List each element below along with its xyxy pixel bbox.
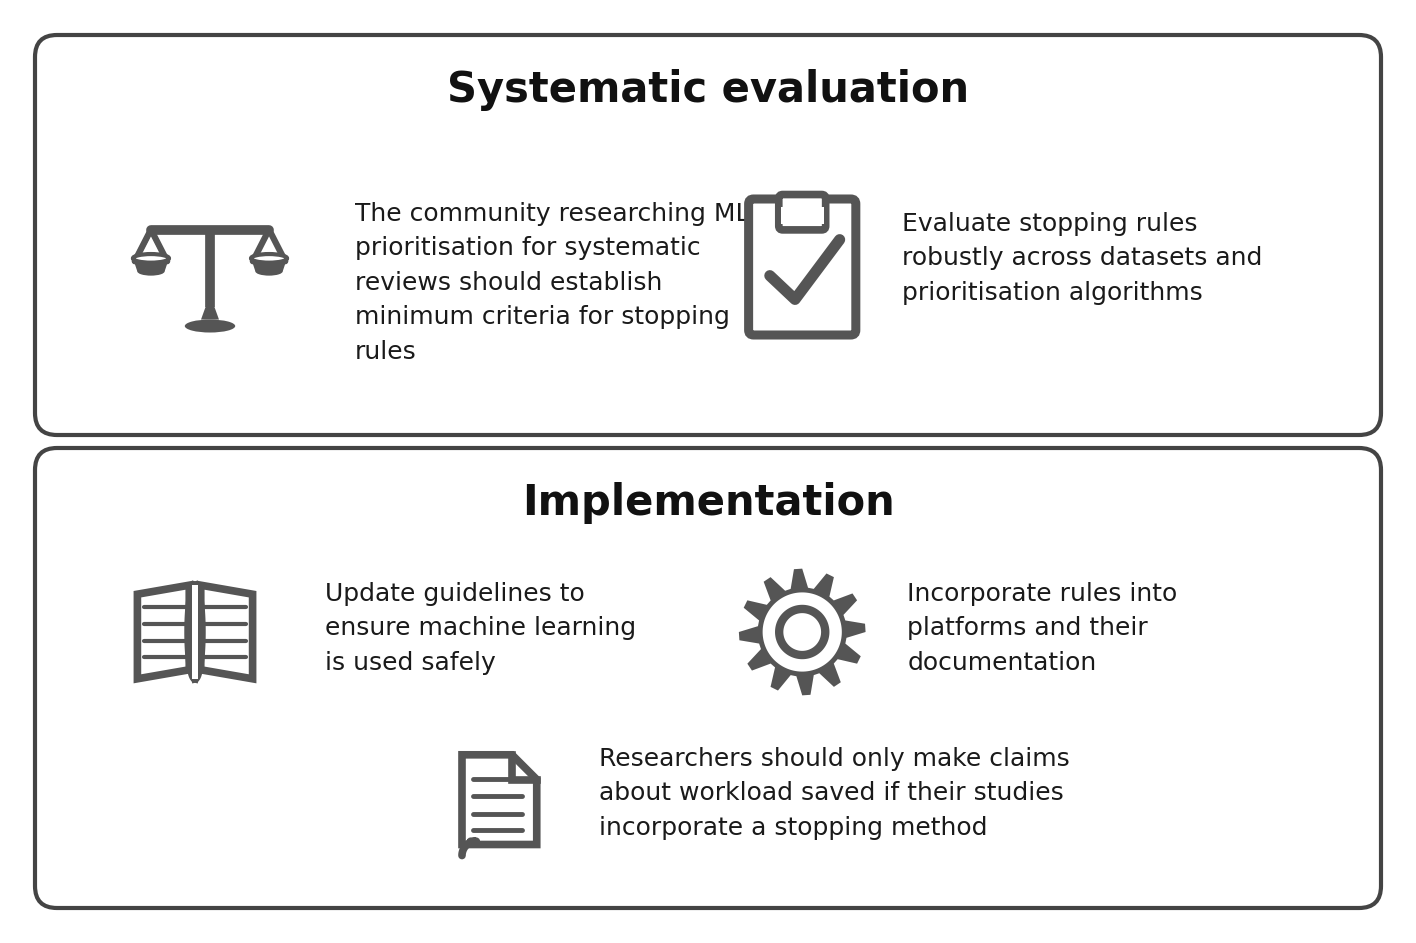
Ellipse shape (133, 254, 169, 263)
Bar (780, 207, 824, 223)
Text: Implementation: Implementation (521, 482, 895, 524)
Text: Incorporate rules into
platforms and their
documentation: Incorporate rules into platforms and the… (908, 582, 1178, 675)
Polygon shape (133, 258, 169, 272)
Polygon shape (462, 754, 537, 845)
Text: Researchers should only make claims
about workload saved if their studies
incorp: Researchers should only make claims abou… (599, 747, 1070, 839)
Bar (191, 586, 198, 679)
FancyBboxPatch shape (749, 199, 855, 335)
Ellipse shape (255, 267, 283, 275)
Polygon shape (763, 592, 843, 671)
Ellipse shape (137, 267, 164, 275)
Polygon shape (201, 586, 252, 679)
FancyBboxPatch shape (779, 194, 826, 230)
Ellipse shape (251, 254, 287, 263)
Polygon shape (251, 258, 287, 272)
Polygon shape (739, 569, 865, 695)
Text: The community researching ML-
prioritisation for systematic
reviews should estab: The community researching ML- prioritisa… (355, 202, 758, 364)
Text: Update guidelines to
ensure machine learning
is used safely: Update guidelines to ensure machine lear… (326, 582, 636, 675)
Text: Evaluate stopping rules
robustly across datasets and
prioritisation algorithms: Evaluate stopping rules robustly across … (902, 212, 1263, 305)
FancyBboxPatch shape (35, 448, 1381, 908)
Polygon shape (201, 306, 219, 320)
Ellipse shape (185, 320, 235, 333)
Polygon shape (137, 586, 190, 679)
FancyBboxPatch shape (35, 35, 1381, 435)
Polygon shape (779, 609, 826, 655)
Text: Systematic evaluation: Systematic evaluation (447, 69, 969, 111)
Polygon shape (779, 609, 826, 655)
